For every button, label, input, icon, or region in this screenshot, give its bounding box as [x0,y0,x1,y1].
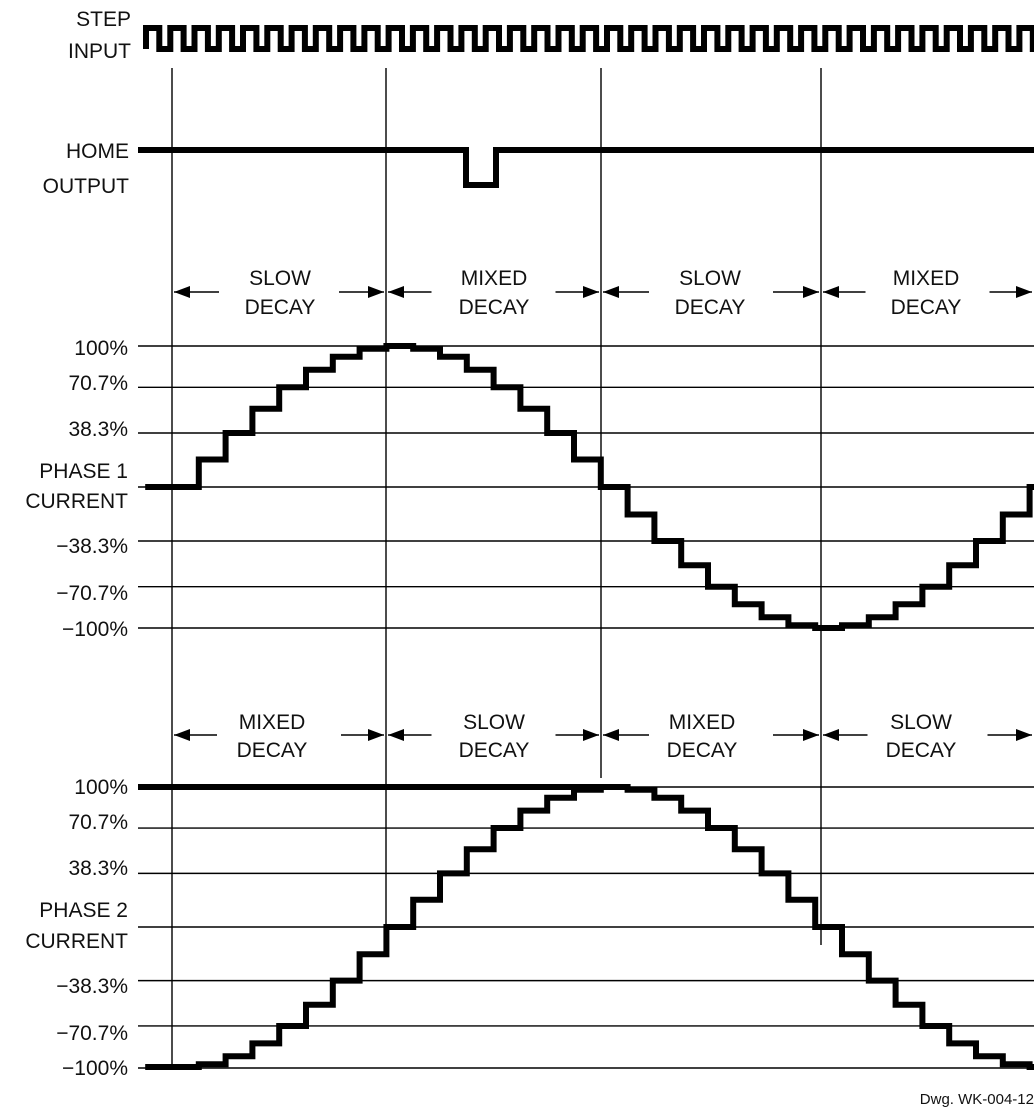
phase2-arrowhead-1-right [368,729,384,741]
phase1-section-4-line2: DECAY [891,296,962,319]
phase2-current-plot: 100% 70.7% 38.3% PHASE 2 CURRENT −38.3% … [25,776,1034,1080]
phase2-section-3-line1: MIXED [669,711,736,734]
phase1-arrowhead-4-right [1016,286,1032,298]
home-output-label-line1: HOME [66,140,129,163]
phase1-section-arrows [174,286,1032,298]
phase2-section-1-line1: MIXED [239,711,306,734]
phase2-arrowhead-3-left [603,729,619,741]
phase1-level-neg-100: −100% [62,618,128,641]
phase2-label-line1: PHASE 2 [39,899,128,922]
phase1-section-3-line1: SLOW [679,267,741,290]
phase1-section-4-line1: MIXED [893,267,960,290]
phase1-level-100: 100% [74,337,128,360]
home-output-label-line2: OUTPUT [43,175,130,198]
home-output-waveform [138,147,1034,188]
step-input-label-line2: INPUT [68,40,131,63]
phase1-level-38-3: 38.3% [68,418,128,441]
phase2-level-100: 100% [74,776,128,799]
phase2-section-2-line1: SLOW [463,711,525,734]
phase1-level-70-7: 70.7% [68,372,128,395]
phase2-level-neg-70-7: −70.7% [56,1022,128,1045]
phase2-level-lines [138,786,1034,1069]
home-output-row: HOME OUTPUT [43,140,1034,198]
phase1-section-2-line2: DECAY [459,296,530,319]
phase1-arrowhead-1-right [368,286,384,298]
phase1-arrowhead-3-right [803,286,819,298]
phase1-level-neg-70-7: −70.7% [56,582,128,605]
phase2-section-2-line2: DECAY [459,739,530,762]
phase2-section-3-line2: DECAY [667,739,738,762]
phase1-level-lines [138,345,1034,629]
phase1-arrowhead-3-left [603,286,619,298]
phase2-current-waveform [145,784,1034,1070]
phase2-level-neg-38-3: −38.3% [56,975,128,998]
phase2-level-70-7: 70.7% [68,811,128,834]
step-input-waveform [143,25,1034,52]
phase2-section-arrows [174,729,1032,741]
step-input-row: STEP INPUT [68,8,1034,63]
phase2-label-line2: CURRENT [25,930,128,953]
phase1-level-neg-38-3: −38.3% [56,535,128,558]
phase2-section-4-line1: SLOW [890,711,952,734]
phase1-arrowhead-2-right [583,286,599,298]
phase2-level-neg-100: −100% [62,1057,128,1080]
phase1-decay-markers: SLOW DECAY MIXED DECAY SLOW DECAY MIXED … [174,267,1032,319]
phase1-section-2-line1: MIXED [461,267,528,290]
phase2-section-1-line2: DECAY [237,739,308,762]
phase2-arrowhead-1-left [174,729,190,741]
phase2-section-4-line2: DECAY [886,739,957,762]
phase2-arrowhead-2-right [583,729,599,741]
phase1-arrowhead-4-left [823,286,839,298]
phase1-arrowhead-1-left [174,286,190,298]
vertical-reference-lines [171,68,822,1068]
phase1-section-1-line2: DECAY [245,296,316,319]
phase2-arrowhead-3-right [803,729,819,741]
phase2-arrowhead-2-left [388,729,404,741]
step-input-label-line1: STEP [76,8,131,31]
phase2-decay-markers: MIXED DECAY SLOW DECAY MIXED DECAY SLOW … [174,711,1032,762]
phase1-label-line1: PHASE 1 [39,460,128,483]
phase2-level-38-3: 38.3% [68,857,128,880]
phase1-section-3-line2: DECAY [675,296,746,319]
phase1-current-waveform [145,343,1034,631]
phase2-arrowhead-4-right [1016,729,1032,741]
phase1-label-line2: CURRENT [25,490,128,513]
phase1-current-plot: 100% 70.7% 38.3% PHASE 1 CURRENT −38.3% … [25,337,1034,641]
drawing-number: Dwg. WK-004-12 [920,1091,1034,1108]
phase1-section-1-line1: SLOW [249,267,311,290]
phase1-arrowhead-2-left [388,286,404,298]
phase2-arrowhead-4-left [823,729,839,741]
